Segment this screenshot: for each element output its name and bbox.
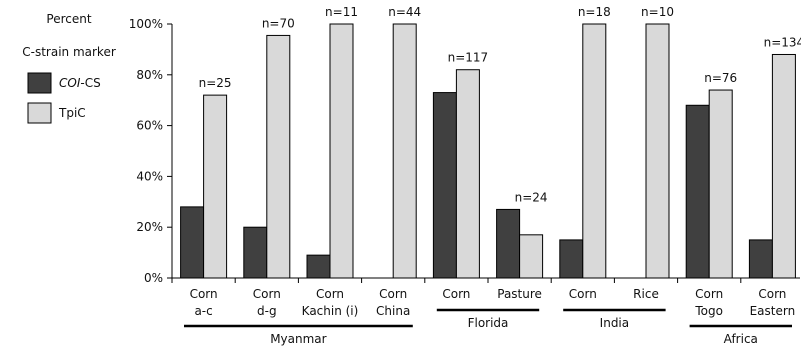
- bar-coi-cs: [180, 206, 205, 279]
- x-category-label: Eastern: [750, 304, 796, 318]
- x-category-label: d-g: [257, 304, 277, 318]
- sample-size-label: n=10: [641, 5, 674, 19]
- region-label: Florida: [468, 316, 509, 330]
- y-tick-label: 80%: [136, 68, 163, 82]
- bar-tpic: [203, 94, 228, 279]
- x-category-label: Togo: [694, 304, 723, 318]
- bar-tpic: [266, 34, 291, 279]
- x-category-label: Corn: [316, 287, 344, 301]
- legend-swatch-tpic: [27, 102, 52, 124]
- sample-size-label: n=25: [199, 76, 232, 90]
- x-category-label: Corn: [695, 287, 723, 301]
- sample-size-label: n=44: [388, 5, 421, 19]
- x-category-label: Corn: [253, 287, 281, 301]
- x-category-label: Corn: [379, 287, 407, 301]
- y-tick-label: 60%: [136, 119, 163, 133]
- x-category-label: Rice: [633, 287, 659, 301]
- region-label: Myanmar: [270, 332, 326, 346]
- legend-title-line-2: C-strain marker: [22, 45, 116, 59]
- y-tick-label: 100%: [129, 17, 163, 31]
- bar-tpic: [455, 69, 480, 279]
- x-category-label: Corn: [569, 287, 597, 301]
- bar-tpic: [582, 23, 607, 279]
- sample-size-label: n=24: [515, 190, 548, 204]
- bar-tpic: [771, 53, 796, 279]
- bar-coi-cs: [432, 92, 457, 279]
- legend-swatch-coi-cs: [27, 72, 52, 94]
- legend-label-coi-cs: COI-CS: [59, 76, 101, 90]
- y-tick-label: 20%: [136, 220, 163, 234]
- bar-coi-cs: [306, 254, 331, 279]
- x-category-label: Pasture: [497, 287, 542, 301]
- bar-coi-cs: [243, 226, 268, 279]
- y-axis: 0% 20% 40% 60% 80% 100%: [129, 17, 173, 285]
- x-category-label: Corn: [442, 287, 470, 301]
- x-category-label: Kachin (i): [302, 304, 359, 318]
- sample-size-label: n=18: [578, 5, 611, 19]
- bar-tpic: [708, 89, 733, 279]
- bar-tpic: [392, 23, 417, 279]
- y-tick-label: 0%: [144, 271, 163, 285]
- sample-size-label: n=134: [764, 35, 801, 49]
- bar-tpic: [329, 23, 354, 279]
- region-label: India: [600, 316, 629, 330]
- sample-size-label: n=76: [704, 71, 737, 85]
- bar-tpic: [645, 23, 670, 279]
- y-tick-label: 40%: [136, 169, 163, 183]
- bar-coi-cs: [685, 104, 710, 279]
- x-axis: Corn a-c Corn d-g Corn Kachin (i) Corn China Cor…: [171, 277, 800, 318]
- bars: [180, 23, 796, 279]
- legend-title-line-1: Percent: [46, 12, 91, 26]
- bar-coi-cs: [496, 208, 521, 279]
- region-label: Africa: [724, 332, 758, 346]
- sample-size-labels: n=25 n=70 n=11 n=44 n=117 n=24 n=18 n=10 n=76 n=1…: [199, 5, 801, 204]
- sample-size-label: n=11: [325, 5, 358, 19]
- sample-size-label: n=117: [448, 51, 489, 65]
- x-category-label: China: [376, 304, 410, 318]
- legend-label-tpic: TpiC: [58, 106, 86, 120]
- bar-coi-cs: [748, 239, 773, 279]
- x-category-label: a-c: [194, 304, 212, 318]
- bar-tpic: [519, 234, 544, 279]
- x-category-label: Corn: [190, 287, 218, 301]
- bar-coi-cs: [559, 239, 584, 279]
- region-groups: Myanmar Florida India Africa: [184, 308, 792, 346]
- sample-size-label: n=70: [262, 16, 295, 30]
- x-category-label: Corn: [758, 287, 786, 301]
- legend: Percent C-strain marker COI-CS TpiC: [22, 12, 116, 124]
